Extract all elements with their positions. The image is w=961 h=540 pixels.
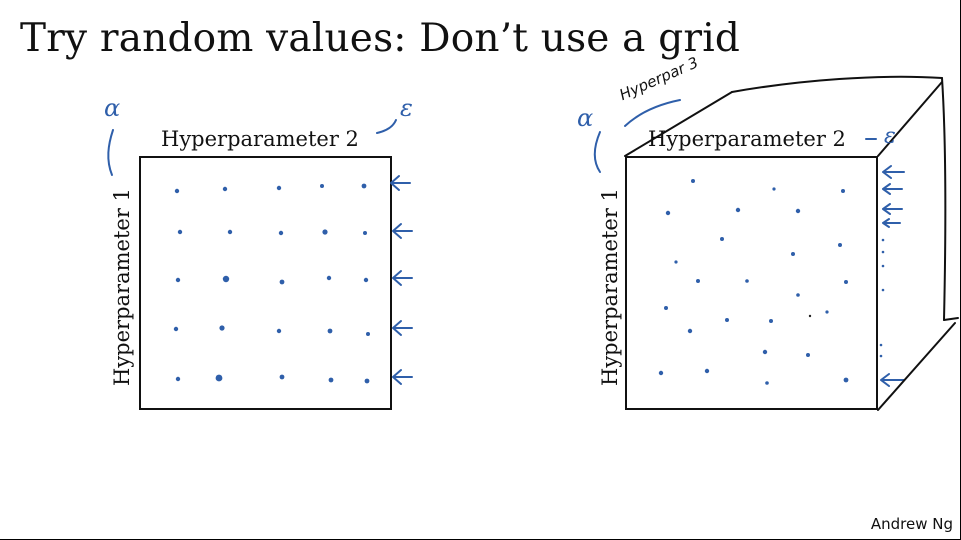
cube-corner-tick <box>943 317 959 321</box>
left-alpha-label: α <box>104 94 121 122</box>
hyperpar3-underline <box>624 99 681 127</box>
right-arrow-dots <box>879 238 885 358</box>
left-grid-points <box>173 183 370 384</box>
right-random-points <box>658 179 849 385</box>
right-arrows <box>880 165 905 387</box>
cube-top-right-edge <box>877 81 943 157</box>
cube-bottom-right-edge <box>877 322 956 411</box>
cube-back-vertical-edge <box>941 77 947 321</box>
right-alpha-stroke <box>593 131 601 173</box>
right-epsilon-label: ε <box>884 124 896 149</box>
left-alpha-stroke <box>107 129 114 176</box>
left-grid-square <box>139 156 392 410</box>
left-epsilon-stroke <box>376 119 397 134</box>
left-arrows <box>390 175 413 385</box>
author-credit: Andrew Ng <box>870 515 953 533</box>
cube-top-back-edge <box>731 75 943 93</box>
slide-title: Try random values: Don’t use a grid <box>20 16 741 61</box>
cube-top-left-edge <box>624 91 733 157</box>
cube-edges <box>624 75 959 411</box>
right-x-axis-label: Hyperparameter 2 <box>648 127 846 151</box>
left-x-axis-label: Hyperparameter 2 <box>161 127 359 151</box>
right-alpha-label: α <box>577 104 594 132</box>
right-random-square <box>625 156 878 410</box>
left-epsilon-label: ε <box>400 94 413 122</box>
